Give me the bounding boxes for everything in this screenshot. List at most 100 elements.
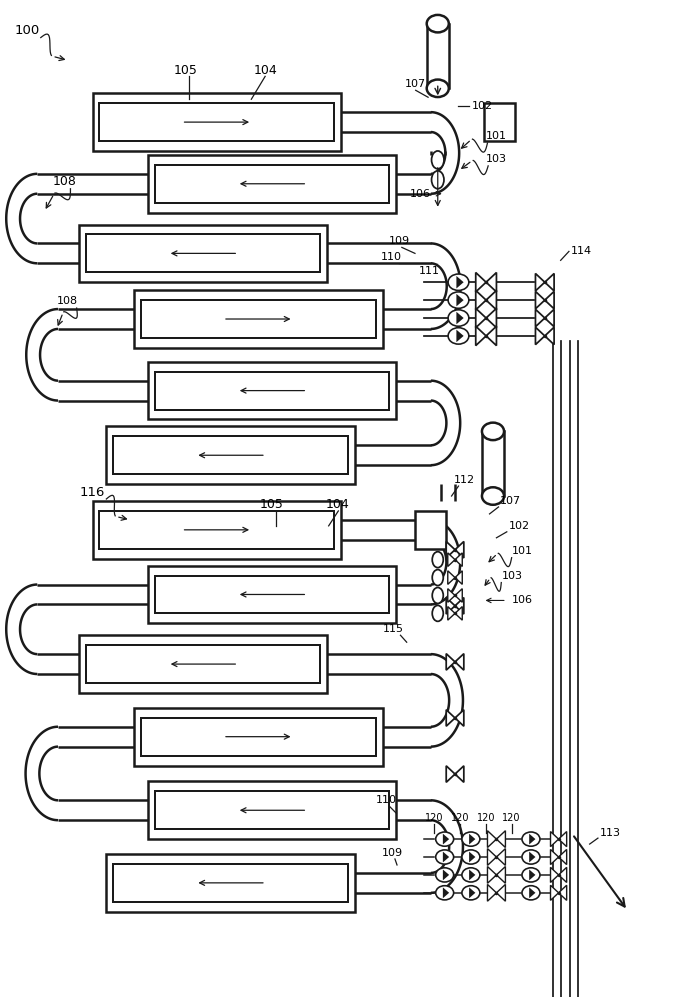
Text: 120: 120 [503,813,521,823]
Bar [86,645,320,683]
Circle shape [432,570,443,586]
Polygon shape [559,849,567,865]
Text: 104: 104 [326,498,349,511]
Ellipse shape [436,868,454,882]
Bar [134,290,383,348]
Text: 114: 114 [571,246,592,256]
Bar [106,426,355,484]
Bar [113,436,348,474]
Polygon shape [496,884,505,901]
Polygon shape [551,849,559,865]
Bar [155,791,390,829]
Bar [482,431,504,496]
Polygon shape [443,869,449,880]
Text: 111: 111 [419,266,440,276]
Ellipse shape [448,274,469,290]
Ellipse shape [462,850,480,864]
Bar [141,718,376,756]
Text: 109: 109 [382,848,404,858]
Text: 120: 120 [425,813,443,823]
Polygon shape [486,290,496,310]
Bar [148,362,396,419]
Polygon shape [487,867,496,883]
Ellipse shape [436,832,454,846]
Ellipse shape [448,310,469,326]
Ellipse shape [482,487,504,505]
Ellipse shape [522,832,540,846]
Text: 102: 102 [509,521,530,531]
Polygon shape [446,710,455,726]
Bar [148,155,396,213]
Bar [79,635,327,693]
Text: 108: 108 [53,175,77,188]
Polygon shape [551,832,559,847]
Bar [113,436,348,474]
Polygon shape [448,553,455,566]
Polygon shape [529,869,535,880]
Text: 120: 120 [450,813,469,823]
Bar [148,566,396,623]
Bar [100,103,334,141]
Polygon shape [446,766,455,782]
Text: 104: 104 [253,64,277,77]
Polygon shape [476,273,486,292]
Bar [148,155,396,213]
Text: 115: 115 [383,624,404,634]
Text: 101: 101 [512,546,532,556]
Text: 113: 113 [600,828,621,838]
Polygon shape [446,541,455,558]
Ellipse shape [436,886,454,900]
Bar [100,511,334,549]
Bar [155,791,390,829]
Polygon shape [455,607,462,620]
Polygon shape [559,867,567,882]
Polygon shape [535,309,545,327]
Polygon shape [559,832,567,847]
Text: 105: 105 [174,64,198,77]
Bar [141,300,376,338]
Bar [106,854,355,912]
Bar [148,362,396,419]
Ellipse shape [462,832,480,846]
Circle shape [432,151,444,169]
Polygon shape [446,654,455,670]
Bar [155,165,390,203]
Ellipse shape [436,850,454,864]
Polygon shape [487,884,496,901]
Text: 107: 107 [405,79,426,89]
Polygon shape [529,852,535,862]
Text: 103: 103 [486,154,507,164]
Polygon shape [455,553,462,566]
Ellipse shape [427,15,449,32]
Polygon shape [446,598,455,614]
Polygon shape [457,312,464,324]
Bar [148,781,396,839]
Polygon shape [559,885,567,900]
Polygon shape [535,327,545,345]
Bar [148,566,396,623]
Text: 112: 112 [453,475,475,485]
Circle shape [432,605,443,621]
Ellipse shape [427,80,449,97]
Polygon shape [455,598,464,614]
Polygon shape [551,885,559,900]
Text: 109: 109 [389,236,411,246]
Bar [86,645,320,683]
Polygon shape [455,571,462,584]
Ellipse shape [522,868,540,882]
Bar [86,234,320,272]
Polygon shape [535,291,545,309]
Polygon shape [486,326,496,346]
Text: 116: 116 [80,486,105,499]
Bar [100,103,334,141]
Bar [79,225,327,282]
Polygon shape [496,849,505,865]
Bar [93,501,341,559]
Bar [484,103,516,141]
Text: 106: 106 [512,595,532,605]
Polygon shape [476,290,486,310]
Polygon shape [487,849,496,865]
Polygon shape [455,654,464,670]
Polygon shape [443,887,449,898]
Polygon shape [476,308,486,328]
